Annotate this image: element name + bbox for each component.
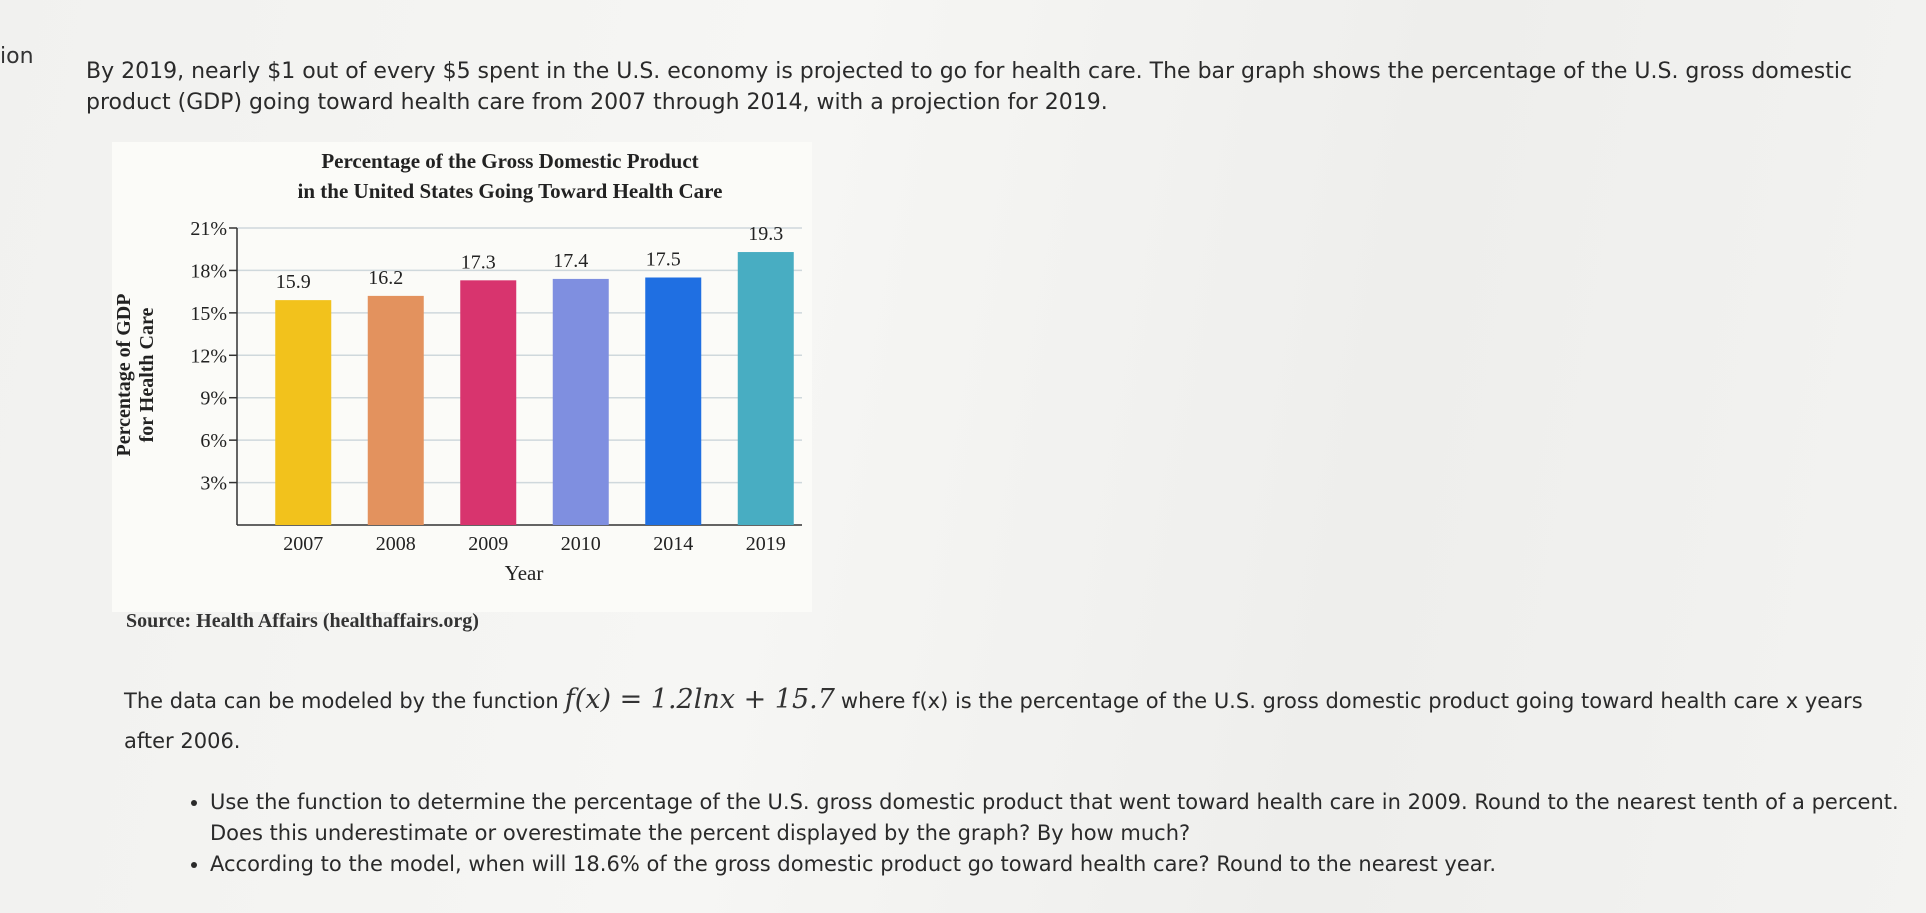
x-tick-label: 2007 (283, 533, 323, 555)
y-tick-label: 15% (190, 303, 227, 325)
y-axis-label: Percentage of GDP (113, 294, 135, 457)
question: Use the function to determine the percen… (210, 787, 1910, 849)
y-axis-label: for Health Care (136, 307, 158, 442)
chart-title: Percentage of the Gross Domestic Product (321, 149, 698, 173)
question: According to the model, when will 18.6% … (210, 849, 1910, 880)
y-tick-label: 12% (190, 345, 227, 367)
value-label: 17.3 (461, 251, 496, 273)
intro-text: By 2019, nearly $1 out of every $5 spent… (86, 59, 1853, 115)
y-tick-label: 21% (190, 218, 227, 240)
value-label: 19.3 (748, 223, 783, 245)
value-label: 16.2 (368, 267, 403, 289)
y-tick-label: 9% (200, 388, 227, 410)
chart-title: in the United States Going Toward Health… (298, 179, 723, 203)
model-text: The data can be modeled by the function f… (124, 680, 1864, 761)
bar (275, 300, 332, 525)
value-label: 17.5 (646, 249, 681, 271)
cut-off-label: ion (0, 44, 34, 69)
x-tick-label: 2009 (468, 533, 508, 555)
y-tick-label: 18% (190, 260, 227, 282)
chart-panel: Percentage of the Gross Domestic Product… (112, 142, 812, 612)
bar (367, 295, 424, 525)
formula: f(x) = 1.2lnx + 15.7 (564, 684, 835, 715)
x-tick-label: 2008 (376, 533, 416, 555)
x-tick-label: 2014 (653, 533, 693, 555)
source-note: Source: Health Affairs (healthaffairs.or… (126, 610, 479, 632)
value-label: 15.9 (276, 271, 311, 293)
y-tick-label: 3% (200, 473, 227, 495)
bar (737, 252, 794, 525)
chart: Percentage of the Gross Domestic Product… (113, 149, 802, 585)
x-tick-label: 2019 (746, 533, 786, 555)
value-label: 17.4 (553, 250, 588, 272)
question-list: Use the function to determine the percen… (160, 787, 1910, 880)
bar (645, 277, 702, 525)
x-tick-label: 2010 (561, 533, 601, 555)
x-axis-label: Year (505, 561, 544, 585)
bar (460, 280, 517, 525)
y-tick-label: 6% (200, 430, 227, 452)
model-text-start: The data can be modeled by the function (124, 689, 559, 713)
bar (552, 278, 609, 525)
model-text-end: where f(x) is the percentage of the U.S.… (124, 689, 1863, 753)
